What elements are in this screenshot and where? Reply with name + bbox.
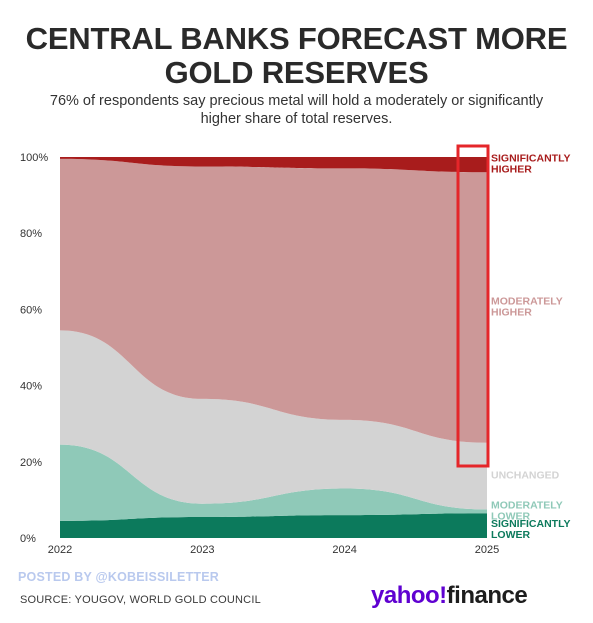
x-tick-label: 2023 (190, 544, 214, 556)
y-tick-label: 40% (20, 381, 42, 393)
series-label-significantly-higher: HIGHER (491, 164, 532, 176)
area-unchanged (60, 330, 487, 510)
series-label-significantly-lower: SIGNIFICANTLY (491, 518, 571, 530)
area-moderately-higher (60, 158, 487, 443)
area-moderately-lower (60, 444, 487, 521)
y-tick-label: 0% (20, 533, 36, 545)
y-tick-label: 80% (20, 228, 42, 240)
y-tick-label: 20% (20, 457, 42, 469)
chart-title-line-2: GOLD RESERVES (164, 55, 429, 90)
x-tick-label: 2024 (332, 544, 356, 556)
chart-title-line-1: CENTRAL BANKS FORECAST MORE (25, 21, 568, 56)
highlight-box-2025 (456, 144, 490, 468)
series-label-unchanged: UNCHANGED (491, 470, 560, 482)
series-label-moderately-higher: HIGHER (491, 306, 532, 318)
area-significantly-higher (60, 157, 487, 173)
area-significantly-lower (60, 513, 487, 538)
source-note: SOURCE: YOUGOV, WORLD GOLD COUNCIL (20, 594, 261, 606)
chart-subtitle-line-1: 76% of respondents say precious metal wi… (49, 93, 544, 109)
series-label-moderately-lower: MODERATELY (491, 499, 563, 511)
chart-title: CENTRAL BANKS FORECAST MORE GOLD RESERVE… (0, 22, 593, 90)
series-label-significantly-higher: SIGNIFICANTLY (491, 153, 571, 165)
y-tick-label: 100% (20, 152, 48, 164)
logo-yahoo-text: yahoo! (371, 582, 447, 609)
logo-finance-text: finance (446, 582, 528, 609)
y-tick-label: 60% (20, 304, 42, 316)
posted-by-watermark: POSTED BY @KOBEISSILETTER (18, 570, 220, 584)
yahoo-finance-logo: yahoo!finance (371, 582, 528, 610)
chart-subtitle: 76% of respondents say precious metal wi… (20, 92, 573, 128)
series-label-significantly-lower: LOWER (491, 529, 530, 541)
x-tick-label: 2025 (475, 544, 499, 556)
series-label-moderately-higher: MODERATELY (491, 295, 563, 307)
x-tick-label: 2022 (48, 544, 72, 556)
series-label-moderately-lower: LOWER (491, 510, 530, 522)
chart-subtitle-line-2: higher share of total reserves. (200, 111, 393, 127)
